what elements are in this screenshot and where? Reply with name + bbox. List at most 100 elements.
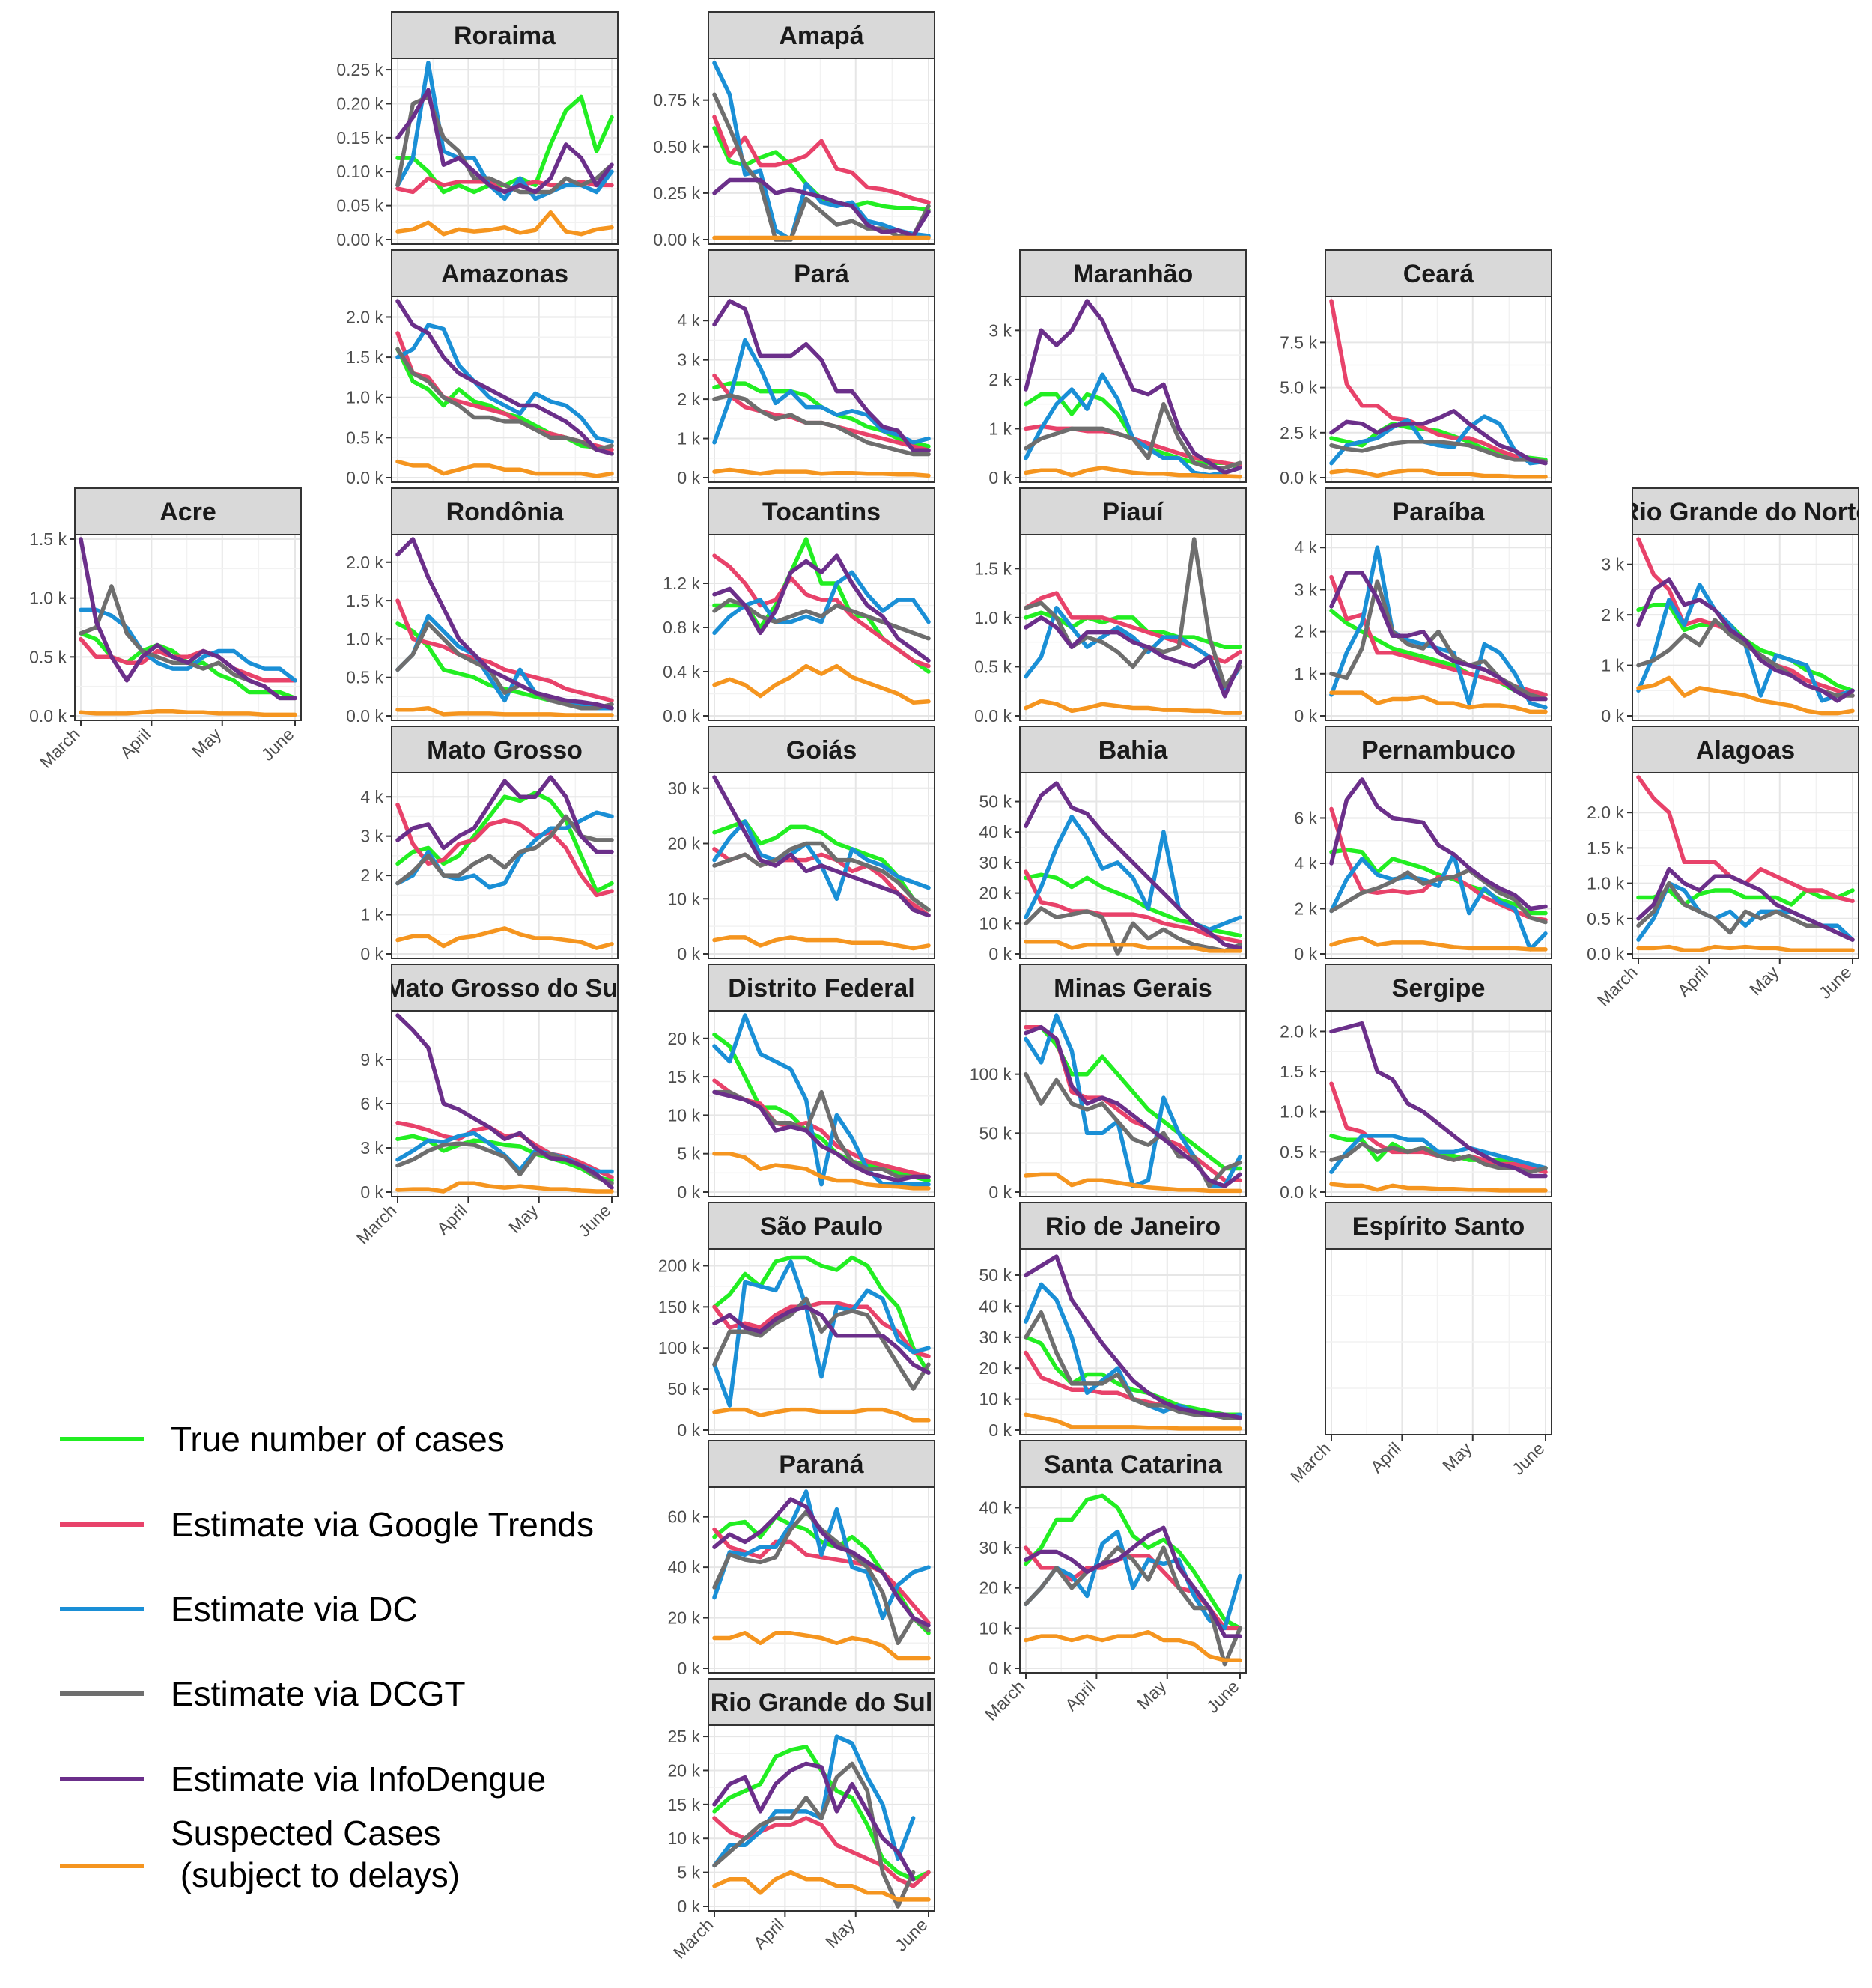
y-tick-label: 150 k [658, 1297, 701, 1316]
series-line-susp [712, 1870, 931, 1902]
strip-label: Amapá [779, 22, 863, 50]
series-line-info [395, 775, 614, 854]
series-line-susp [1636, 675, 1855, 716]
panel-alagoas: Alagoas 0.0 k 0.5 k 1.0 k 1.5 k 2.0 k March Apr… [1587, 726, 1859, 1010]
strip-background [1019, 726, 1247, 773]
panel-rondonia: Rondônia 0.0 k 0.5 k 1.0 k 1.5 k 2.0 k [346, 487, 619, 726]
y-tick-label: 0.25 k [653, 183, 700, 203]
strip-background [1019, 487, 1247, 535]
panel-border [1325, 534, 1552, 721]
y-tick-label: 1 k [1601, 656, 1624, 675]
strip-label: Acre [159, 498, 216, 526]
strip-background [391, 11, 619, 59]
strip-background [1325, 249, 1552, 297]
series-line-susp [712, 935, 931, 951]
strip-label: Bahia [1098, 736, 1169, 765]
y-tick-label: 6 k [360, 1094, 383, 1113]
series-line-dcgt [1024, 906, 1242, 956]
series-line-dcgt [712, 1761, 916, 1909]
y-tick-label: 0.0 k [663, 706, 700, 726]
y-tick-label: 4 k [677, 311, 700, 330]
y-tick-label: 0 k [677, 468, 700, 487]
plot-area [708, 297, 935, 482]
panel-pernambuco: Pernambuco 0 k 2 k 4 k 6 k [1294, 726, 1552, 964]
y-tick-label: 1.5 k [346, 591, 383, 610]
x-tick-label: May [1438, 1438, 1475, 1475]
panel-parana: Paraná 0 k 20 k 40 k 60 k [668, 1440, 935, 1678]
y-tick-label: 0.75 k [653, 91, 700, 110]
series-line-gt [1329, 299, 1548, 464]
strip-label: Ceará [1403, 260, 1474, 288]
y-tick-label: 0 k [1601, 706, 1624, 726]
y-tick-label: 25 k [668, 1727, 701, 1746]
y-tick-label: 30 k [979, 1328, 1012, 1347]
strip-background [1019, 249, 1247, 297]
y-tick-label: 1.5 k [974, 559, 1012, 578]
series-line-true [712, 1032, 931, 1183]
y-tick-label: 0.5 k [29, 647, 67, 666]
y-tick-label: 1.0 k [1587, 874, 1624, 893]
y-tick-label: 1.0 k [29, 589, 67, 608]
y-tick-label: 5 k [677, 1144, 700, 1164]
series-line-info [1024, 1024, 1242, 1188]
legend-label: Estimate via DCGT [171, 1674, 466, 1713]
strip-background [708, 249, 935, 297]
strip-background [1325, 487, 1552, 535]
x-tick-label: May [1745, 962, 1782, 999]
y-tick-label: 9 k [360, 1050, 383, 1069]
panel-border [391, 1010, 619, 1197]
x-tick-label: April [1367, 1438, 1405, 1477]
x-tick-label: May [188, 724, 225, 761]
series-line-info [1636, 866, 1855, 942]
y-tick-label: 0 k [988, 944, 1012, 964]
y-tick-label: 1 k [360, 905, 383, 925]
y-tick-label: 0.0 k [29, 706, 67, 726]
series-line-dc [1329, 852, 1548, 952]
strip-label: Sergipe [1392, 974, 1486, 1003]
series-line-true [395, 1134, 614, 1183]
strip-background [391, 249, 619, 297]
series-line-info [1329, 1021, 1548, 1179]
strip-background [708, 1678, 935, 1726]
y-tick-label: 6 k [1294, 808, 1317, 827]
series-line-true [1024, 1493, 1242, 1631]
series-line-info [1329, 571, 1548, 702]
series-line-dcgt [712, 393, 931, 457]
plot-area [1325, 773, 1552, 958]
y-tick-label: 5.0 k [1280, 378, 1317, 398]
y-tick-label: 1 k [1294, 664, 1317, 684]
y-tick-label: 1.5 k [1587, 838, 1624, 857]
strip-label: Goiás [786, 736, 857, 765]
legend-label: Estimate via DC [171, 1590, 418, 1629]
panel-border [708, 1248, 935, 1435]
series-line-susp [395, 705, 614, 717]
y-tick-label: 2.0 k [346, 553, 383, 572]
legend: True number of cases Estimate via Google … [60, 1420, 594, 1894]
series-line-dc [1329, 1134, 1548, 1174]
y-tick-label: 20 k [668, 834, 701, 854]
series-line-true [1024, 1335, 1242, 1417]
panel-border [391, 534, 619, 721]
y-tick-label: 2.0 k [346, 307, 383, 326]
y-tick-label: 0 k [1294, 944, 1317, 964]
y-tick-label: 0.0 k [1280, 1182, 1317, 1202]
y-tick-label: 1.0 k [346, 629, 383, 648]
legend-label: True number of cases [171, 1420, 505, 1459]
series-line-info [1024, 1525, 1242, 1638]
panel-border [1019, 772, 1247, 959]
series-line-susp [79, 708, 297, 717]
y-tick-label: 15 k [668, 1067, 701, 1086]
y-tick-label: 1.5 k [1280, 1062, 1317, 1081]
panel-border [708, 1724, 935, 1912]
y-tick-label: 3 k [360, 827, 383, 846]
series-line-dc [1329, 545, 1548, 710]
strip-background [391, 726, 619, 773]
x-tick-label: April [750, 1915, 788, 1953]
panel-santa-catarina: Santa Catarina 0 k 10 k 20 k 30 k 40 k March Ap… [979, 1440, 1247, 1724]
strip-background [1325, 726, 1552, 773]
series-line-susp [712, 467, 931, 478]
strip-background [1325, 964, 1552, 1012]
y-tick-label: 0.00 k [336, 230, 383, 249]
y-tick-label: 1.0 k [346, 388, 383, 407]
y-tick-label: 0.10 k [336, 162, 383, 181]
